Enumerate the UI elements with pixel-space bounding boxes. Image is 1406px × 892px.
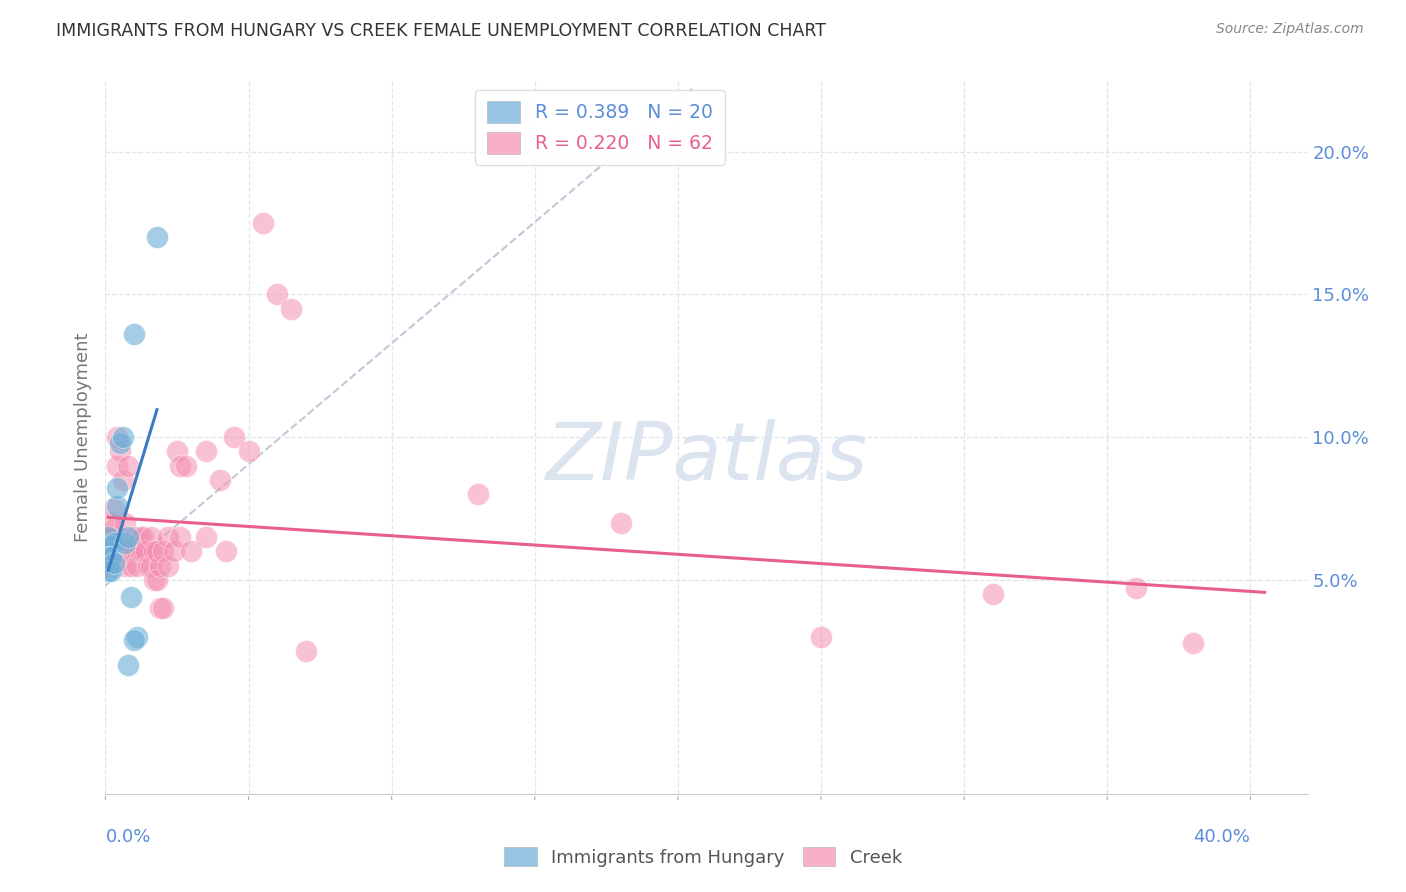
Point <box>166 444 188 458</box>
Point <box>120 558 142 573</box>
Point <box>111 473 134 487</box>
Point <box>152 544 174 558</box>
Point <box>128 544 150 558</box>
Point <box>120 590 142 604</box>
Point <box>117 658 139 673</box>
Text: 0.0%: 0.0% <box>105 828 150 847</box>
Point <box>122 544 145 558</box>
Point <box>100 516 122 530</box>
Text: 40.0%: 40.0% <box>1194 828 1250 847</box>
Point <box>103 535 125 549</box>
Point <box>131 544 153 558</box>
Point <box>208 473 231 487</box>
Point <box>141 558 163 573</box>
Point <box>105 482 128 496</box>
Point <box>117 544 139 558</box>
Point <box>143 573 166 587</box>
Point <box>122 327 145 342</box>
Point <box>174 458 197 473</box>
Point <box>97 549 120 564</box>
Point <box>152 601 174 615</box>
Point <box>97 564 120 578</box>
Legend: R = 0.389   N = 20, R = 0.220   N = 62: R = 0.389 N = 20, R = 0.220 N = 62 <box>475 90 724 165</box>
Point <box>194 444 217 458</box>
Point <box>103 521 125 535</box>
Point <box>138 558 160 573</box>
Point <box>97 558 120 573</box>
Point <box>149 558 172 573</box>
Point <box>125 558 148 573</box>
Point <box>224 430 246 444</box>
Point <box>111 430 134 444</box>
Point <box>1182 635 1205 649</box>
Point <box>1125 582 1147 596</box>
Point <box>157 530 180 544</box>
Text: Source: ZipAtlas.com: Source: ZipAtlas.com <box>1216 22 1364 37</box>
Point <box>157 558 180 573</box>
Point <box>467 487 489 501</box>
Point <box>163 544 186 558</box>
Point <box>266 287 288 301</box>
Point <box>100 539 122 553</box>
Point <box>103 556 125 570</box>
Point <box>117 458 139 473</box>
Point <box>214 544 236 558</box>
Point <box>114 535 136 549</box>
Point <box>125 544 148 558</box>
Point <box>146 573 169 587</box>
Point <box>169 458 191 473</box>
Point <box>295 644 318 658</box>
Point <box>100 564 122 578</box>
Point <box>117 530 139 544</box>
Y-axis label: Female Unemployment: Female Unemployment <box>73 333 91 541</box>
Point <box>111 544 134 558</box>
Point <box>125 630 148 644</box>
Point <box>105 430 128 444</box>
Point <box>100 556 122 570</box>
Point <box>122 530 145 544</box>
Point <box>97 530 120 544</box>
Point <box>103 501 125 516</box>
Point <box>114 516 136 530</box>
Point <box>131 530 153 544</box>
Point <box>169 530 191 544</box>
Point <box>100 549 122 564</box>
Point <box>128 530 150 544</box>
Point <box>238 444 260 458</box>
Point <box>108 544 131 558</box>
Point <box>981 587 1004 601</box>
Point <box>120 544 142 558</box>
Point <box>97 530 120 544</box>
Point <box>135 544 157 558</box>
Point <box>194 530 217 544</box>
Point <box>609 516 631 530</box>
Point <box>149 601 172 615</box>
Point <box>810 630 832 644</box>
Legend: Immigrants from Hungary, Creek: Immigrants from Hungary, Creek <box>496 840 910 874</box>
Point <box>105 499 128 513</box>
Point <box>108 435 131 450</box>
Point <box>280 301 302 316</box>
Point <box>108 444 131 458</box>
Point <box>146 230 169 244</box>
Text: IMMIGRANTS FROM HUNGARY VS CREEK FEMALE UNEMPLOYMENT CORRELATION CHART: IMMIGRANTS FROM HUNGARY VS CREEK FEMALE … <box>56 22 827 40</box>
Point <box>252 216 274 230</box>
Point <box>143 544 166 558</box>
Point <box>180 544 202 558</box>
Point <box>146 544 169 558</box>
Point <box>141 530 163 544</box>
Point <box>105 458 128 473</box>
Text: ZIPatlas: ZIPatlas <box>546 419 868 498</box>
Point <box>122 632 145 647</box>
Point <box>114 558 136 573</box>
